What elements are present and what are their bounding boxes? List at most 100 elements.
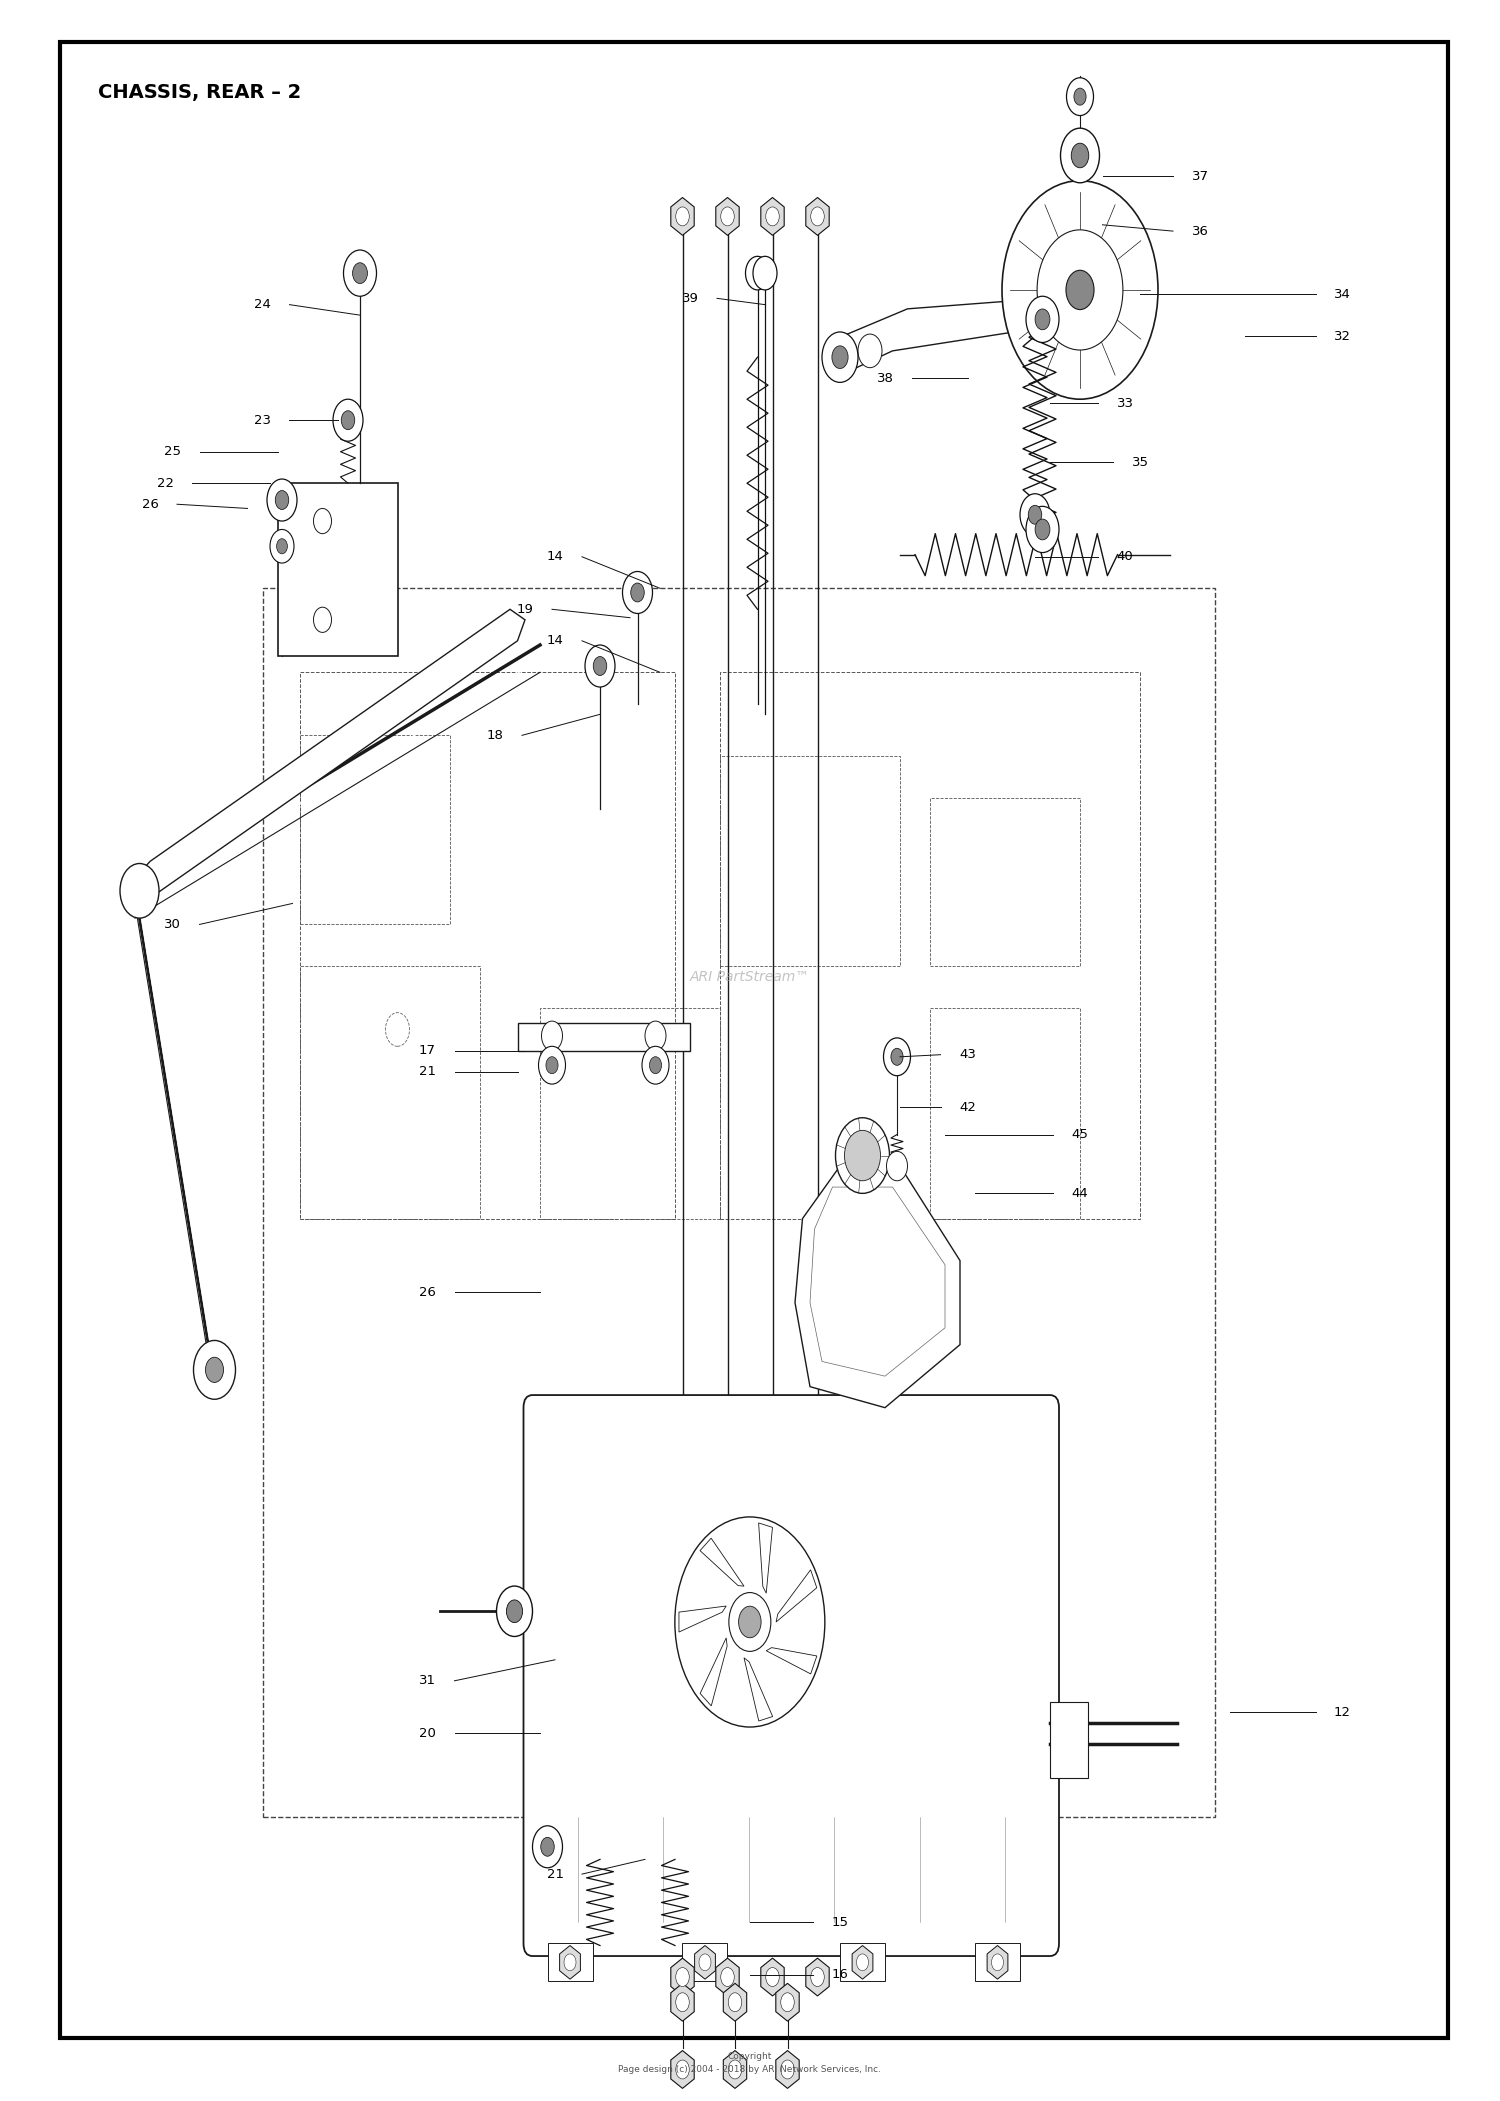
Circle shape <box>1071 143 1089 168</box>
Circle shape <box>1060 128 1100 183</box>
Text: 22: 22 <box>156 477 174 490</box>
Bar <box>720 672 1140 1219</box>
Circle shape <box>765 208 780 227</box>
Circle shape <box>267 479 297 521</box>
Polygon shape <box>670 2051 694 2088</box>
Circle shape <box>1066 271 1094 309</box>
Circle shape <box>546 1057 558 1074</box>
Polygon shape <box>833 300 1041 372</box>
Bar <box>682 1943 728 1981</box>
Circle shape <box>650 1057 662 1074</box>
Bar <box>1050 1702 1088 1777</box>
Circle shape <box>822 332 858 382</box>
Circle shape <box>844 1130 880 1181</box>
Circle shape <box>675 2059 688 2080</box>
Circle shape <box>1029 504 1041 523</box>
Circle shape <box>812 1967 825 1988</box>
Circle shape <box>630 582 645 603</box>
Circle shape <box>884 1038 910 1076</box>
Bar <box>840 1943 885 1981</box>
FancyBboxPatch shape <box>524 1395 1059 1956</box>
Circle shape <box>496 1586 532 1637</box>
Circle shape <box>542 1021 562 1050</box>
Circle shape <box>532 1826 562 1868</box>
Polygon shape <box>806 1958 830 1996</box>
Text: 25: 25 <box>164 445 182 458</box>
Text: 44: 44 <box>1071 1187 1089 1200</box>
Text: 35: 35 <box>1131 456 1149 469</box>
Text: 45: 45 <box>1071 1128 1089 1141</box>
Bar <box>548 1943 592 1981</box>
Circle shape <box>1036 229 1124 351</box>
Polygon shape <box>670 1983 694 2021</box>
Circle shape <box>592 656 606 677</box>
Circle shape <box>352 263 368 284</box>
Circle shape <box>585 645 615 687</box>
Circle shape <box>642 1046 669 1084</box>
Circle shape <box>856 1954 868 1971</box>
Text: 42: 42 <box>958 1101 976 1114</box>
Polygon shape <box>759 1523 772 1593</box>
Circle shape <box>1074 88 1086 105</box>
Polygon shape <box>806 197 830 235</box>
Text: 38: 38 <box>876 372 894 384</box>
Circle shape <box>540 1836 555 1857</box>
Text: 26: 26 <box>141 498 159 511</box>
Circle shape <box>1035 519 1050 540</box>
Polygon shape <box>716 197 740 235</box>
Circle shape <box>645 1021 666 1050</box>
Circle shape <box>276 492 288 511</box>
Text: 36: 36 <box>1191 225 1209 237</box>
Polygon shape <box>518 1023 690 1050</box>
Polygon shape <box>723 1983 747 2021</box>
Polygon shape <box>716 1958 740 1996</box>
Text: 18: 18 <box>486 729 504 742</box>
Circle shape <box>1066 78 1094 116</box>
Polygon shape <box>795 1166 960 1408</box>
Circle shape <box>314 508 332 534</box>
Text: 40: 40 <box>1116 550 1134 563</box>
Text: 37: 37 <box>1191 170 1209 183</box>
Polygon shape <box>278 483 398 656</box>
Circle shape <box>276 538 288 555</box>
Polygon shape <box>723 2051 747 2088</box>
Circle shape <box>270 529 294 563</box>
Circle shape <box>344 250 376 296</box>
Circle shape <box>538 1046 566 1084</box>
Bar <box>720 756 900 966</box>
Bar <box>300 966 480 1219</box>
Polygon shape <box>744 1658 772 1721</box>
Circle shape <box>780 1992 795 2013</box>
Text: 14: 14 <box>546 550 564 563</box>
Circle shape <box>886 1151 908 1181</box>
Text: 26: 26 <box>419 1286 436 1298</box>
Polygon shape <box>776 1569 818 1622</box>
Text: ARI PartStream™: ARI PartStream™ <box>690 971 810 983</box>
Text: 19: 19 <box>516 603 534 616</box>
Polygon shape <box>766 1647 818 1674</box>
Circle shape <box>1020 494 1050 536</box>
Circle shape <box>194 1340 236 1399</box>
Bar <box>930 1008 1080 1219</box>
Circle shape <box>675 1992 688 2013</box>
Circle shape <box>675 1967 688 1988</box>
Bar <box>540 1008 720 1219</box>
Polygon shape <box>132 609 525 903</box>
Circle shape <box>1026 296 1059 342</box>
Circle shape <box>729 1992 741 2013</box>
Circle shape <box>333 399 363 441</box>
Text: 20: 20 <box>419 1727 436 1740</box>
Text: Copyright
Page design (c) 2004 - 2018 by ARI Network Services, Inc.: Copyright Page design (c) 2004 - 2018 by… <box>618 2053 882 2074</box>
Text: 30: 30 <box>164 918 182 931</box>
Text: 34: 34 <box>1334 288 1352 300</box>
Text: 43: 43 <box>958 1048 976 1061</box>
Text: 21: 21 <box>419 1065 436 1078</box>
Polygon shape <box>670 197 694 235</box>
Circle shape <box>675 208 688 227</box>
Circle shape <box>340 410 354 431</box>
Polygon shape <box>670 1958 694 1996</box>
Bar <box>300 672 675 1219</box>
Circle shape <box>1026 506 1059 553</box>
Circle shape <box>720 208 735 227</box>
Polygon shape <box>760 1958 784 1996</box>
